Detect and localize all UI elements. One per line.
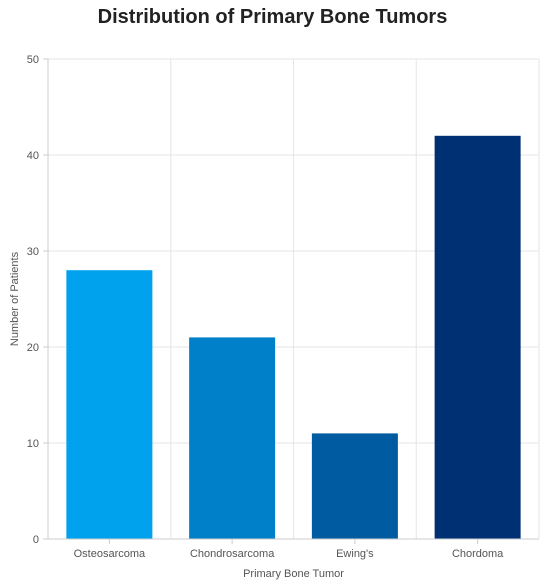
x-tick-label: Chondrosarcoma	[190, 548, 275, 560]
x-axis-title: Primary Bone Tumor	[243, 568, 344, 580]
y-axis-title: Number of Patients	[9, 251, 21, 346]
bar	[189, 337, 276, 539]
x-tick-label: Osteosarcoma	[74, 548, 146, 560]
y-tick-label: 30	[27, 246, 39, 258]
bar	[311, 433, 398, 539]
y-tick-label: 20	[27, 342, 39, 354]
bar	[434, 135, 521, 540]
y-tick-label: 10	[27, 438, 39, 450]
y-tick-label: 40	[27, 150, 39, 162]
bar	[66, 270, 153, 539]
axes	[43, 58, 539, 544]
y-tick-label: 50	[27, 54, 39, 66]
x-tick-label: Ewing's	[336, 548, 374, 560]
chart-title: Distribution of Primary Bone Tumors	[97, 6, 448, 28]
x-tick-label: Chordoma	[452, 548, 504, 560]
bars	[66, 135, 521, 540]
tick-labels: 0 10 20 30 40 50 Osteosarcoma Chondrosarcoma Ewi…	[27, 54, 504, 560]
y-tick-label: 0	[33, 534, 39, 546]
